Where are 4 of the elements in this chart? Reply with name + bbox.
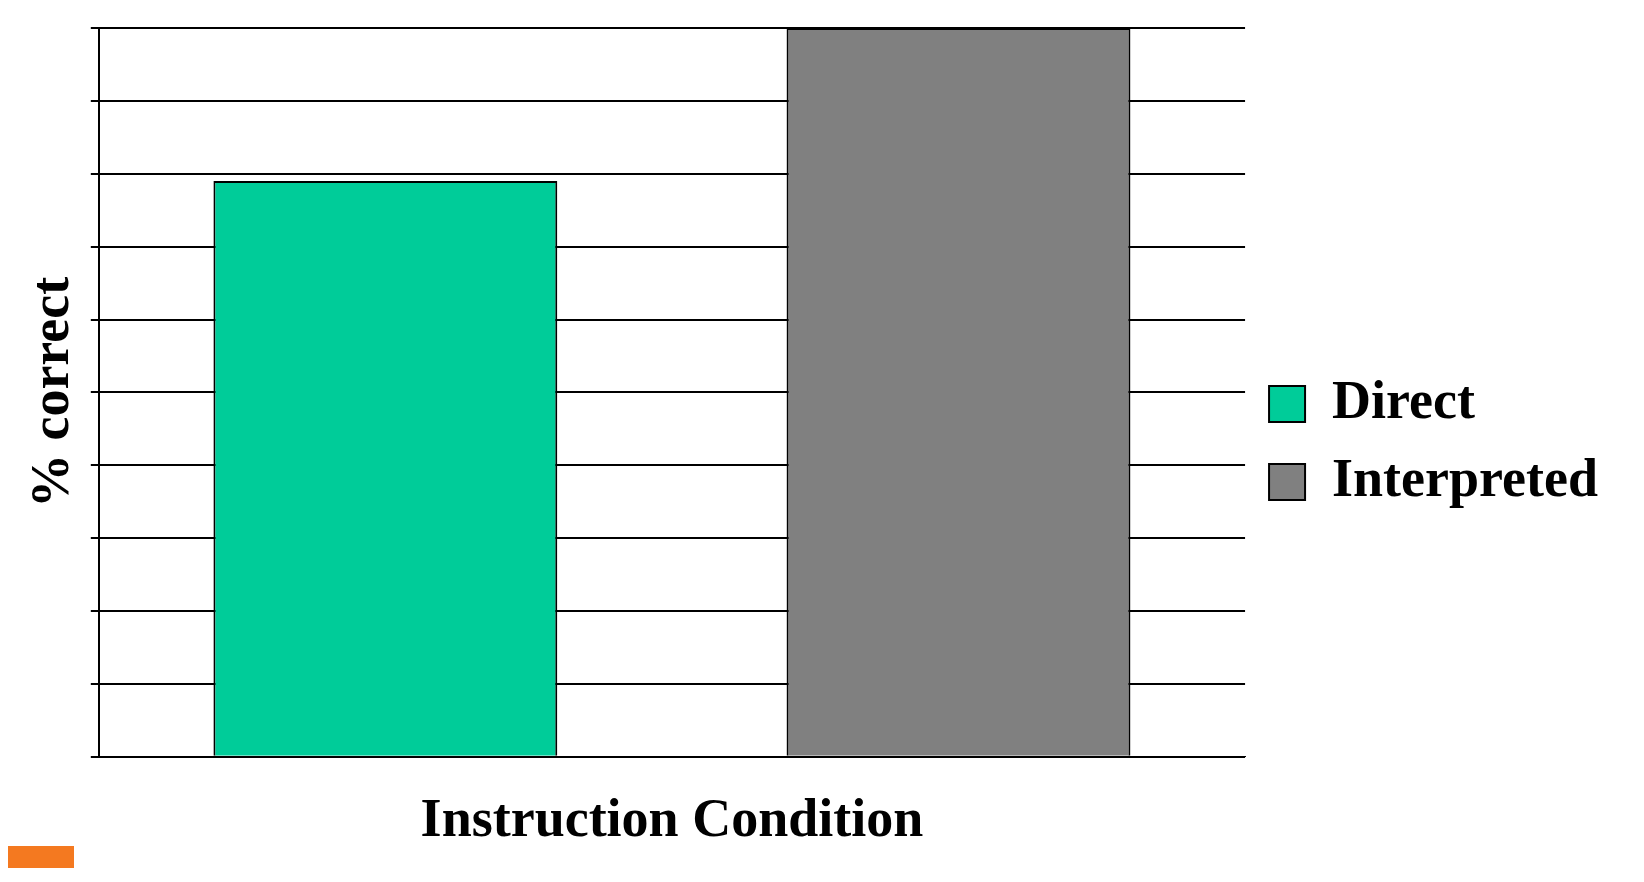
y-axis-title: % correct [20,276,81,509]
legend-label: Direct [1332,369,1475,430]
x-axis-title: Instruction Condition [420,787,924,848]
legend-label: Interpreted [1332,447,1599,508]
